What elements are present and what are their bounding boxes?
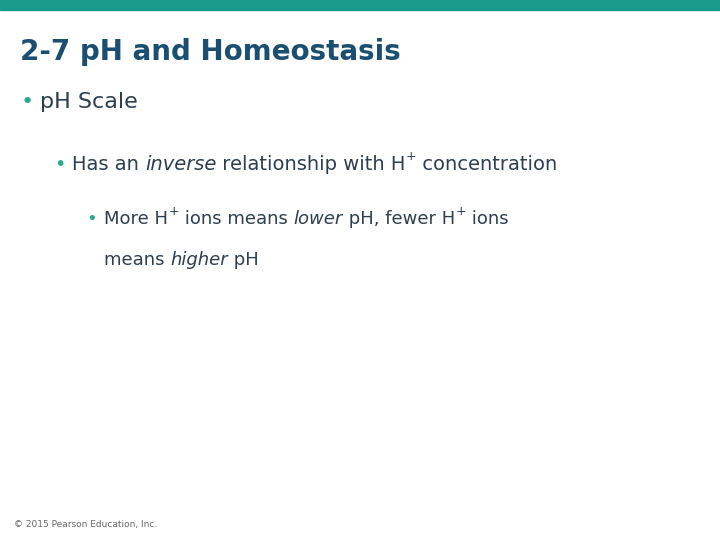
Text: pH Scale: pH Scale <box>40 92 138 112</box>
Text: concentration: concentration <box>416 155 558 174</box>
Text: •: • <box>54 155 66 174</box>
Text: Has an: Has an <box>72 155 145 174</box>
Text: pH: pH <box>228 251 259 268</box>
Text: means: means <box>104 251 171 268</box>
Text: +: + <box>168 205 179 219</box>
Text: © 2015 Pearson Education, Inc.: © 2015 Pearson Education, Inc. <box>14 520 158 529</box>
Text: pH, fewer H: pH, fewer H <box>343 210 455 228</box>
Text: higher: higher <box>171 251 228 268</box>
Text: inverse: inverse <box>145 155 217 174</box>
Text: •: • <box>20 92 33 112</box>
Text: ions: ions <box>466 210 508 228</box>
Text: •: • <box>86 210 97 228</box>
Text: +: + <box>455 205 466 219</box>
Text: lower: lower <box>294 210 343 228</box>
Text: ions means: ions means <box>179 210 294 228</box>
Text: 2-7 pH and Homeostasis: 2-7 pH and Homeostasis <box>20 38 401 66</box>
Text: More H: More H <box>104 210 168 228</box>
Text: +: + <box>406 150 416 164</box>
Text: relationship with H: relationship with H <box>217 155 406 174</box>
